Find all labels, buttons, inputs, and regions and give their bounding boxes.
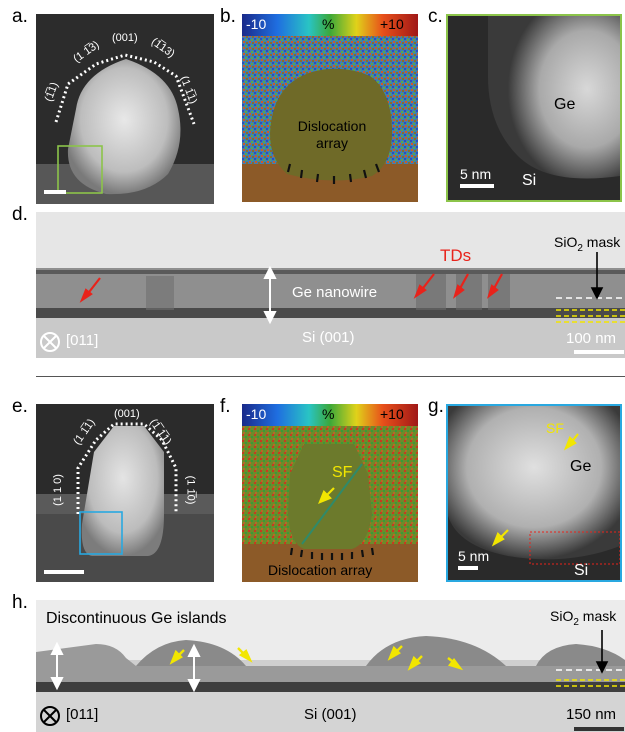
panel-h-tem: Discontinuous Ge islands SiO2 mask Si (0…: [36, 600, 625, 732]
colorbar-min: -10: [246, 16, 267, 32]
colorbar-max: +10: [380, 16, 404, 32]
label-g: g.: [428, 396, 444, 417]
colorbar-unit: %: [322, 406, 335, 422]
label-b: b.: [220, 6, 236, 27]
mask-arrow: [590, 252, 604, 300]
dislocation-label: Dislocation array: [290, 118, 374, 152]
colorbar: [242, 14, 418, 36]
dislocation-label-line2: array: [316, 135, 348, 151]
direction-label: [011]: [66, 332, 99, 349]
nanowire-strain-region: [270, 68, 392, 181]
scale-label: 5 nm: [460, 166, 492, 182]
label-f: f.: [220, 396, 231, 417]
panel-a-image: (1̅1) (1 1̅3) (001) (1̅13) (1 1̅1): [36, 14, 214, 204]
zoom-box-blue: [79, 511, 123, 555]
colorbar-min: -10: [246, 406, 267, 422]
direction-into-page-icon: [40, 332, 60, 352]
panel-e-image: (001) (1 1̅1) (1̅ 1̅1) (1 1 0) (1 1̅0): [36, 404, 214, 582]
si-label: Si: [574, 562, 589, 579]
scale-label: 5 nm: [458, 548, 490, 564]
substrate-label: Si (001): [304, 706, 357, 723]
dislocation-markers: [289, 547, 375, 560]
ge-label: Ge: [570, 458, 592, 475]
substrate-label: Si (001): [302, 329, 355, 346]
mask-label: SiO2 mask: [550, 608, 617, 628]
orientation-label: (1 1 0): [51, 474, 64, 506]
scale-bar: [574, 350, 624, 354]
label-c: c.: [428, 6, 443, 27]
highlight-box: [529, 531, 620, 565]
section-divider: [36, 376, 625, 377]
tds-label: TDs: [440, 246, 472, 265]
dislocation-label: Dislocation array: [268, 562, 373, 578]
panel-g-hrtem: SF Ge Si 5 nm: [446, 404, 622, 582]
scale-bar: [460, 184, 494, 188]
panel-d-tem: TDs SiO2 mask Ge nanowire Si (001) [011]…: [36, 212, 625, 358]
nanowire-label: Ge nanowire: [292, 284, 378, 301]
panel-c-hrtem: Ge Si 5 nm: [446, 14, 622, 202]
td-arrows: [79, 273, 503, 303]
panel-b-strain-map: -10 % +10 Dislocation array: [242, 14, 418, 202]
dislocation-label-line1: Dislocation: [297, 118, 367, 134]
zoom-box-green: [57, 145, 103, 194]
scale-bar: [458, 566, 478, 570]
scale-bar: [44, 570, 84, 574]
ge-label: Ge: [554, 96, 576, 113]
colorbar-max: +10: [380, 406, 404, 422]
orientation-label: (001): [112, 32, 138, 44]
dislocation-markers: [286, 163, 381, 184]
label-e: e.: [12, 396, 28, 417]
orientation-label: (1 1̅0): [184, 475, 197, 505]
sf-label: SF: [332, 464, 353, 481]
facet-outline: [54, 53, 196, 125]
panel-f-strain-map: -10 % +10 SF Dislocation array: [242, 404, 418, 582]
islands-label: Discontinuous Ge islands: [46, 610, 227, 627]
panel-a-svg: [36, 14, 214, 204]
label-h: h.: [12, 592, 28, 613]
colorbar-unit: %: [322, 16, 335, 32]
si-label: Si: [522, 172, 537, 189]
direction-label: [011]: [66, 706, 99, 723]
scale-label: 150 nm: [566, 706, 617, 723]
mask-label: SiO2 mask: [554, 234, 621, 254]
thickness-arrow: [263, 265, 277, 325]
nanowire-crosssection: [67, 59, 181, 195]
orientation-label: (001): [114, 408, 140, 420]
scale-bar: [44, 190, 66, 194]
sf-label: SF: [546, 420, 564, 436]
direction-into-page-icon: [40, 706, 60, 726]
scale-bar: [574, 727, 624, 731]
label-a: a.: [12, 6, 28, 27]
scale-label: 100 nm: [566, 330, 617, 347]
label-d: d.: [12, 204, 28, 225]
